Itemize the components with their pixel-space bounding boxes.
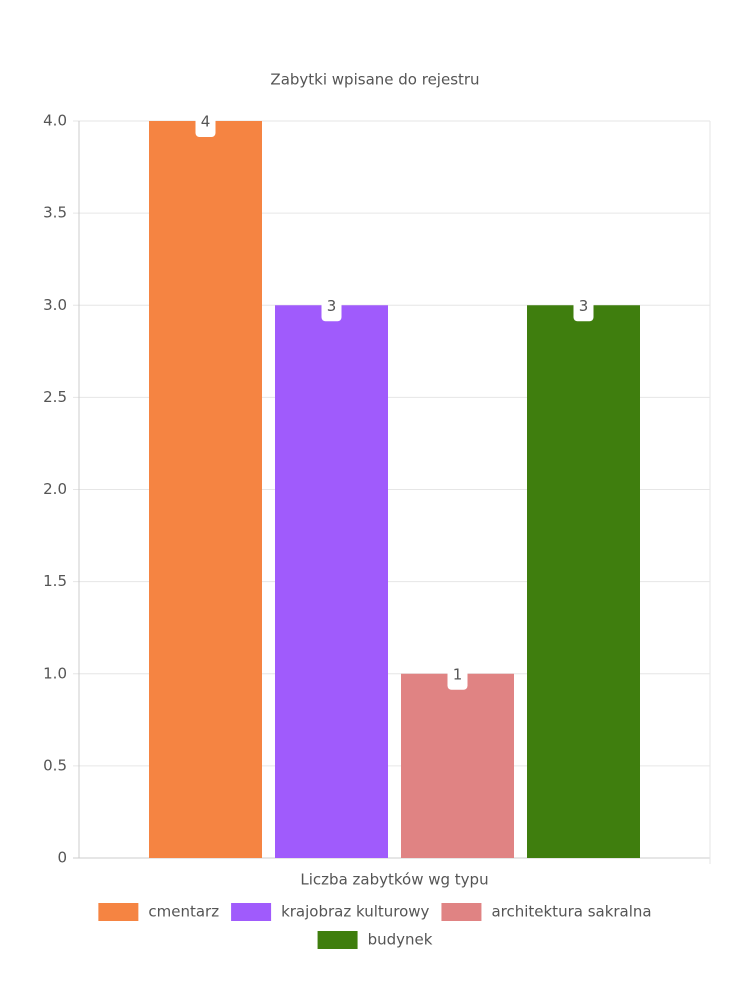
chart-title: Zabytki wpisane do rejestru <box>270 71 479 89</box>
bar <box>149 121 262 858</box>
legend-label[interactable]: krajobraz kulturowy <box>281 903 429 921</box>
legend-swatch[interactable] <box>317 931 358 949</box>
y-tick-label: 0.5 <box>43 756 67 774</box>
value-label-box <box>573 299 594 322</box>
value-label: 3 <box>579 297 589 315</box>
value-label-box <box>195 115 216 137</box>
value-label: 3 <box>327 297 337 315</box>
y-tick-label: 2.5 <box>43 388 67 406</box>
legend-swatch[interactable] <box>98 903 139 921</box>
value-label-box <box>447 667 468 690</box>
value-label: 4 <box>201 113 211 131</box>
value-label: 1 <box>453 665 463 683</box>
legend-label[interactable]: budynek <box>368 931 433 949</box>
y-tick-label: 1.0 <box>43 664 67 682</box>
y-tick-label: 4.0 <box>43 112 67 130</box>
bar <box>275 305 388 858</box>
legend-swatch[interactable] <box>231 903 272 921</box>
y-tick-label: 2.0 <box>43 480 67 498</box>
legend-label[interactable]: cmentarz <box>148 903 219 921</box>
legend-swatch[interactable] <box>441 903 482 921</box>
bar <box>527 305 640 858</box>
y-tick-label: 0 <box>57 849 67 867</box>
y-tick-label: 3.5 <box>43 204 67 222</box>
value-label-box <box>321 299 342 322</box>
x-tick-label: Liczba zabytków wg typu <box>300 871 488 889</box>
y-tick-label: 3.0 <box>43 296 67 314</box>
y-tick-label: 1.5 <box>43 572 67 590</box>
legend-label[interactable]: architektura sakralna <box>491 903 651 921</box>
bar <box>401 673 514 858</box>
